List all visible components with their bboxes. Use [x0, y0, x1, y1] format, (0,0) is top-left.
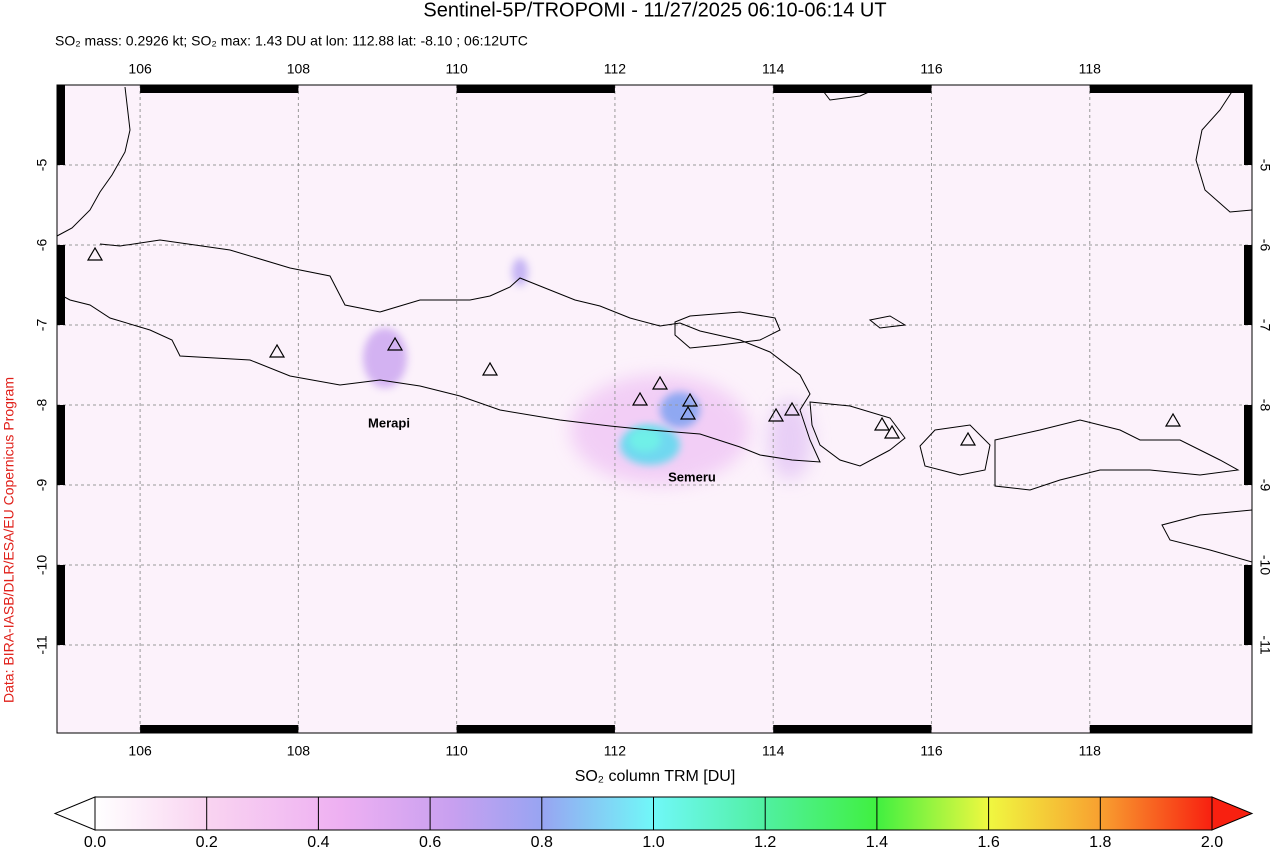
- colorbar-tick-label: 0.4: [307, 834, 329, 851]
- frame-bar: [1244, 405, 1252, 485]
- y-tick-label: -10: [1257, 555, 1272, 575]
- colorbar-tick-label: 1.2: [754, 834, 776, 851]
- x-tick-label: 108: [287, 61, 311, 77]
- volcano-label: Semeru: [668, 469, 716, 484]
- x-tick-label: 114: [762, 61, 785, 77]
- map-frame: [56, 84, 1253, 734]
- frame-bar: [1244, 85, 1252, 165]
- x-tick-label: 116: [920, 743, 943, 759]
- colorbar-high-arrow: [1211, 796, 1254, 831]
- y-tick-label: -7: [1257, 319, 1272, 332]
- volcano-label: Merapi: [368, 415, 410, 430]
- frame-bar: [1089, 725, 1252, 733]
- frame-bar: [456, 85, 615, 93]
- y-tick-label: -8: [34, 399, 50, 412]
- colorbar-tick-label: 1.4: [866, 834, 888, 851]
- colorbar-tick-label: 2.0: [1201, 834, 1223, 851]
- coastlines: [57, 86, 1252, 563]
- colorbar-tick-label: 1.0: [642, 834, 664, 851]
- frame-bar: [140, 85, 299, 93]
- colorbar-tick-label: 0.8: [531, 834, 553, 851]
- y-tick-label: -9: [1257, 479, 1272, 492]
- subtitle: SO₂ mass: 0.2926 kt; SO₂ max: 1.43 DU at…: [55, 33, 528, 49]
- x-tick-label: 112: [604, 743, 627, 759]
- colorbar-tick-label: 1.6: [977, 834, 999, 851]
- frame-bar: [773, 85, 932, 93]
- volcano-markers: [86, 246, 1182, 446]
- frame-bar: [57, 565, 65, 645]
- x-tick-label: 114: [762, 743, 785, 759]
- y-tick-label: -11: [34, 635, 50, 654]
- frame-bar: [1244, 245, 1252, 325]
- frame-bar: [456, 725, 615, 733]
- y-tick-label: -8: [1257, 399, 1272, 412]
- frame-bar: [57, 85, 65, 165]
- frame-bar: [1089, 85, 1252, 93]
- y-tick-label: -9: [34, 479, 50, 492]
- title: Sentinel-5P/TROPOMI - 11/27/2025 06:10-0…: [423, 0, 886, 21]
- y-tick-label: -6: [1257, 239, 1272, 252]
- colorbar-tick-label: 0.2: [196, 834, 218, 851]
- x-tick-label: 116: [920, 61, 943, 77]
- y-tick-label: -10: [34, 555, 50, 575]
- map-area: Merapi Semeru: [57, 85, 1252, 733]
- y-tick-label: -6: [34, 239, 50, 252]
- grid: [57, 85, 1252, 733]
- x-tick-label: 110: [445, 61, 468, 77]
- frame-bar: [140, 725, 299, 733]
- x-tick-label: 118: [1079, 61, 1102, 77]
- colorbar-label: SO₂ column TRM [DU]: [575, 768, 736, 785]
- frame-bar: [773, 725, 932, 733]
- colorbar: [53, 796, 1254, 831]
- y-tick-label: -7: [34, 319, 50, 332]
- colorbar-low-arrow: [53, 796, 96, 831]
- x-tick-label: 112: [604, 61, 627, 77]
- frame-bar: [57, 245, 65, 325]
- y-tick-label: -5: [1257, 159, 1272, 172]
- x-tick-label: 106: [128, 61, 152, 77]
- x-tick-label: 108: [287, 743, 311, 759]
- frame-bar: [1244, 565, 1252, 645]
- x-tick-label: 106: [128, 743, 152, 759]
- frame-bar: [57, 405, 65, 485]
- credit: Data: BIRA-IASB/DLR/ESA/EU Copernicus Pr…: [1, 377, 17, 703]
- colorbar-tick-label: 0.6: [419, 834, 441, 851]
- x-tick-label: 118: [1079, 743, 1102, 759]
- y-tick-label: -5: [34, 159, 50, 172]
- colorbar-tick-label: 1.8: [1089, 834, 1111, 851]
- colorbar-tick-label: 0.0: [84, 834, 106, 851]
- y-tick-label: -11: [1257, 635, 1272, 654]
- x-tick-label: 110: [445, 743, 468, 759]
